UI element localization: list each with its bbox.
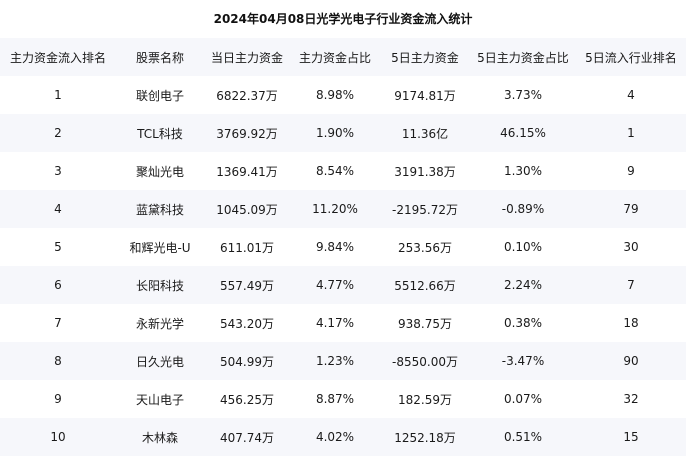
table-row: 5 和辉光电-U 611.01万 9.84% 253.56万 0.10% 30 <box>0 228 686 266</box>
main-fund-ratio-cell: 8.87% <box>290 380 380 418</box>
rank-cell: 4 <box>0 190 116 228</box>
stock-name-cell: 聚灿光电 <box>116 152 204 190</box>
5day-main-fund-ratio-cell: 3.73% <box>470 76 576 114</box>
rank-cell: 7 <box>0 304 116 342</box>
main-fund-ratio-cell: 4.77% <box>290 266 380 304</box>
header-stock-name: 股票名称 <box>116 38 204 76</box>
stock-name-cell: 天山电子 <box>116 380 204 418</box>
5day-main-fund-ratio-cell: -0.89% <box>470 190 576 228</box>
5day-main-fund-ratio-cell: 46.15% <box>470 114 576 152</box>
5day-main-fund-ratio-cell: 2.24% <box>470 266 576 304</box>
stock-name-cell: 永新光学 <box>116 304 204 342</box>
table-header-row: 主力资金流入排名 股票名称 当日主力资金 主力资金占比 5日主力资金 5日主力资… <box>0 38 686 76</box>
daily-main-fund-cell: 1045.09万 <box>204 190 290 228</box>
5day-industry-rank-cell: 15 <box>576 418 686 456</box>
main-fund-ratio-cell: 4.02% <box>290 418 380 456</box>
main-fund-ratio-cell: 4.17% <box>290 304 380 342</box>
main-fund-ratio-cell: 8.98% <box>290 76 380 114</box>
table-row: 7 永新光学 543.20万 4.17% 938.75万 0.38% 18 <box>0 304 686 342</box>
5day-industry-rank-cell: 1 <box>576 114 686 152</box>
fund-flow-table: 主力资金流入排名 股票名称 当日主力资金 主力资金占比 5日主力资金 5日主力资… <box>0 38 686 456</box>
5day-main-fund-ratio-cell: 0.38% <box>470 304 576 342</box>
main-fund-ratio-cell: 1.23% <box>290 342 380 380</box>
header-main-fund-ratio: 主力资金占比 <box>290 38 380 76</box>
5day-main-fund-cell: 5512.66万 <box>380 266 470 304</box>
5day-industry-rank-cell: 18 <box>576 304 686 342</box>
5day-industry-rank-cell: 4 <box>576 76 686 114</box>
rank-cell: 9 <box>0 380 116 418</box>
stock-name-cell: 和辉光电-U <box>116 228 204 266</box>
table-row: 2 TCL科技 3769.92万 1.90% 11.36亿 46.15% 1 <box>0 114 686 152</box>
stock-name-cell: 木林森 <box>116 418 204 456</box>
5day-main-fund-cell: 253.56万 <box>380 228 470 266</box>
5day-main-fund-ratio-cell: -3.47% <box>470 342 576 380</box>
5day-industry-rank-cell: 7 <box>576 266 686 304</box>
rank-cell: 1 <box>0 76 116 114</box>
table-row: 6 长阳科技 557.49万 4.77% 5512.66万 2.24% 7 <box>0 266 686 304</box>
rank-cell: 2 <box>0 114 116 152</box>
stock-name-cell: TCL科技 <box>116 114 204 152</box>
page-title: 2024年04月08日光学光电子行业资金流入统计 <box>213 12 473 26</box>
stock-name-cell: 长阳科技 <box>116 266 204 304</box>
header-daily-main-fund: 当日主力资金 <box>204 38 290 76</box>
5day-main-fund-ratio-cell: 0.07% <box>470 380 576 418</box>
5day-main-fund-cell: -2195.72万 <box>380 190 470 228</box>
header-5day-industry-rank: 5日流入行业排名 <box>576 38 686 76</box>
5day-industry-rank-cell: 32 <box>576 380 686 418</box>
header-rank: 主力资金流入排名 <box>0 38 116 76</box>
5day-main-fund-ratio-cell: 0.10% <box>470 228 576 266</box>
daily-main-fund-cell: 1369.41万 <box>204 152 290 190</box>
main-fund-ratio-cell: 8.54% <box>290 152 380 190</box>
5day-industry-rank-cell: 79 <box>576 190 686 228</box>
rank-cell: 6 <box>0 266 116 304</box>
rank-cell: 8 <box>0 342 116 380</box>
main-fund-ratio-cell: 11.20% <box>290 190 380 228</box>
5day-industry-rank-cell: 90 <box>576 342 686 380</box>
daily-main-fund-cell: 3769.92万 <box>204 114 290 152</box>
5day-main-fund-cell: 11.36亿 <box>380 114 470 152</box>
header-5day-main-fund-ratio: 5日主力资金占比 <box>470 38 576 76</box>
daily-main-fund-cell: 557.49万 <box>204 266 290 304</box>
table-row: 8 日久光电 504.99万 1.23% -8550.00万 -3.47% 90 <box>0 342 686 380</box>
daily-main-fund-cell: 407.74万 <box>204 418 290 456</box>
main-fund-ratio-cell: 1.90% <box>290 114 380 152</box>
5day-main-fund-cell: 938.75万 <box>380 304 470 342</box>
5day-main-fund-cell: 3191.38万 <box>380 152 470 190</box>
daily-main-fund-cell: 611.01万 <box>204 228 290 266</box>
table-row: 10 木林森 407.74万 4.02% 1252.18万 0.51% 15 <box>0 418 686 456</box>
table-row: 4 蓝黛科技 1045.09万 11.20% -2195.72万 -0.89% 79 <box>0 190 686 228</box>
5day-industry-rank-cell: 9 <box>576 152 686 190</box>
main-fund-ratio-cell: 9.84% <box>290 228 380 266</box>
daily-main-fund-cell: 504.99万 <box>204 342 290 380</box>
5day-industry-rank-cell: 30 <box>576 228 686 266</box>
5day-main-fund-ratio-cell: 1.30% <box>470 152 576 190</box>
stock-name-cell: 联创电子 <box>116 76 204 114</box>
5day-main-fund-cell: 182.59万 <box>380 380 470 418</box>
table-row: 1 联创电子 6822.37万 8.98% 9174.81万 3.73% 4 <box>0 76 686 114</box>
rank-cell: 3 <box>0 152 116 190</box>
rank-cell: 5 <box>0 228 116 266</box>
5day-main-fund-cell: 1252.18万 <box>380 418 470 456</box>
5day-main-fund-cell: -8550.00万 <box>380 342 470 380</box>
daily-main-fund-cell: 6822.37万 <box>204 76 290 114</box>
5day-main-fund-ratio-cell: 0.51% <box>470 418 576 456</box>
stock-name-cell: 蓝黛科技 <box>116 190 204 228</box>
table-row: 3 聚灿光电 1369.41万 8.54% 3191.38万 1.30% 9 <box>0 152 686 190</box>
daily-main-fund-cell: 456.25万 <box>204 380 290 418</box>
table-row: 9 天山电子 456.25万 8.87% 182.59万 0.07% 32 <box>0 380 686 418</box>
stock-name-cell: 日久光电 <box>116 342 204 380</box>
daily-main-fund-cell: 543.20万 <box>204 304 290 342</box>
5day-main-fund-cell: 9174.81万 <box>380 76 470 114</box>
header-5day-main-fund: 5日主力资金 <box>380 38 470 76</box>
rank-cell: 10 <box>0 418 116 456</box>
